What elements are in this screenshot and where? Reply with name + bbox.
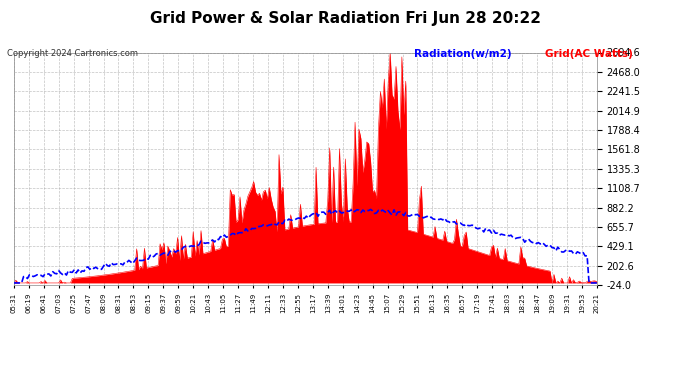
Text: Radiation(w/m2): Radiation(w/m2) (414, 49, 511, 59)
Text: Grid(AC Watts): Grid(AC Watts) (545, 49, 633, 59)
Text: Grid Power & Solar Radiation Fri Jun 28 20:22: Grid Power & Solar Radiation Fri Jun 28 … (150, 11, 540, 26)
Text: Copyright 2024 Cartronics.com: Copyright 2024 Cartronics.com (7, 49, 138, 58)
